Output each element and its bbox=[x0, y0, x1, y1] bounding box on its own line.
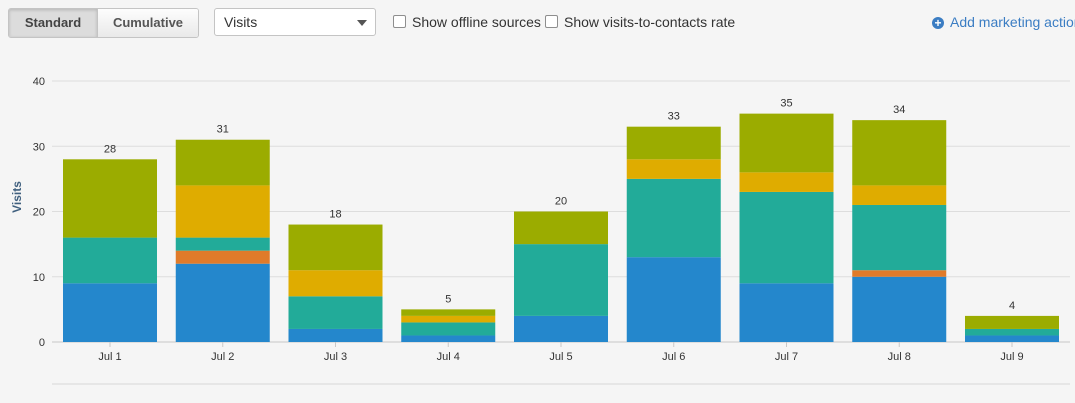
bar-segment[interactable] bbox=[63, 283, 157, 342]
bar-segment[interactable] bbox=[401, 335, 496, 342]
bar-segment[interactable] bbox=[175, 237, 270, 251]
bar-stack[interactable] bbox=[288, 224, 383, 342]
bar-total-label: 5 bbox=[445, 293, 451, 305]
bar-stack[interactable] bbox=[514, 211, 608, 343]
bar-total-label: 34 bbox=[893, 104, 905, 116]
bar-segment[interactable] bbox=[739, 191, 834, 284]
x-tick-label: Jul 6 bbox=[662, 351, 685, 363]
bar-segment[interactable] bbox=[626, 126, 721, 160]
bar-total-label: 20 bbox=[555, 196, 567, 208]
y-tick-label: 10 bbox=[33, 272, 45, 284]
show-rate-checkbox[interactable] bbox=[545, 15, 558, 28]
bar-total-label: 35 bbox=[780, 98, 792, 110]
bar-stack[interactable] bbox=[401, 309, 496, 342]
bar-segment[interactable] bbox=[288, 224, 383, 271]
bar-total-label: 31 bbox=[217, 124, 229, 136]
chart-toolbar: Standard Cumulative Visits Show offline … bbox=[0, 0, 1075, 48]
bar-segment[interactable] bbox=[514, 244, 608, 316]
x-tick-label: Jul 1 bbox=[98, 351, 121, 363]
y-tick-label: 20 bbox=[33, 207, 45, 219]
bar-segment[interactable] bbox=[401, 309, 496, 316]
x-tick-label: Jul 2 bbox=[211, 351, 234, 363]
plus-circle-icon: + bbox=[932, 17, 944, 29]
bar-segment[interactable] bbox=[852, 270, 947, 277]
metric-select[interactable]: Visits bbox=[214, 8, 376, 36]
bar-segment[interactable] bbox=[626, 257, 721, 342]
bar-segment[interactable] bbox=[739, 113, 834, 173]
add-marketing-action-label: Add marketing action bbox=[950, 14, 1075, 30]
bar-segment[interactable] bbox=[63, 237, 157, 284]
bar-segment[interactable] bbox=[514, 211, 608, 245]
view-toggle: Standard Cumulative bbox=[8, 8, 199, 38]
x-tick-label: Jul 3 bbox=[324, 351, 347, 363]
bar-segment[interactable] bbox=[965, 335, 1059, 342]
bar-total-label: 4 bbox=[1009, 300, 1015, 312]
y-tick-label: 40 bbox=[33, 76, 45, 88]
cumulative-button[interactable]: Cumulative bbox=[98, 9, 198, 37]
bar-stack[interactable] bbox=[626, 126, 721, 342]
x-tick-label: Jul 5 bbox=[549, 351, 572, 363]
bar-segment[interactable] bbox=[401, 315, 496, 323]
bar-segment[interactable] bbox=[175, 139, 270, 186]
standard-button[interactable]: Standard bbox=[9, 9, 98, 37]
show-offline-sources-checkbox[interactable] bbox=[393, 15, 406, 28]
bar-segment[interactable] bbox=[288, 270, 383, 297]
bar-segment[interactable] bbox=[852, 276, 947, 342]
bar-segment[interactable] bbox=[175, 250, 270, 264]
show-offline-sources-option[interactable]: Show offline sources bbox=[393, 13, 541, 31]
y-tick-label: 0 bbox=[39, 337, 45, 349]
bar-stack[interactable] bbox=[175, 139, 270, 342]
bar-segment[interactable] bbox=[288, 296, 383, 329]
add-marketing-action-link[interactable]: + Add marketing action bbox=[932, 13, 1075, 31]
bar-total-label: 33 bbox=[668, 111, 680, 123]
x-axis: Jul 1 Jul 2 Jul 3 Jul 4 Jul 5 Jul 6 Jul 7 Jul 8… bbox=[98, 342, 1024, 363]
bar-segment[interactable] bbox=[175, 185, 270, 238]
chart-bars bbox=[63, 113, 1059, 343]
x-tick-label: Jul 7 bbox=[775, 351, 798, 363]
bar-segment[interactable] bbox=[965, 315, 1059, 329]
bar-segment[interactable] bbox=[401, 322, 496, 336]
bar-segment[interactable] bbox=[514, 315, 608, 342]
bar-stack[interactable] bbox=[852, 120, 947, 342]
bar-segment[interactable] bbox=[626, 159, 721, 179]
bar-segment[interactable] bbox=[739, 172, 834, 192]
bar-segment[interactable] bbox=[288, 328, 383, 342]
bar-stack[interactable] bbox=[63, 159, 157, 342]
bar-stack[interactable] bbox=[739, 113, 834, 342]
bar-segment[interactable] bbox=[965, 328, 1059, 336]
metric-select-value: Visits bbox=[224, 14, 258, 30]
show-rate-label: Show visits-to-contacts rate bbox=[564, 14, 736, 30]
show-rate-option[interactable]: Show visits-to-contacts rate bbox=[545, 13, 735, 31]
caret-down-icon bbox=[357, 20, 367, 26]
bar-total-label: 18 bbox=[329, 209, 341, 221]
bar-total-labels: 28 31 18 5 20 33 35 34 4 bbox=[104, 98, 1015, 312]
y-tick-label: 30 bbox=[33, 141, 45, 153]
bar-segment[interactable] bbox=[852, 185, 947, 205]
y-axis: 0 10 20 30 40 bbox=[33, 76, 45, 349]
x-tick-label: Jul 9 bbox=[1000, 351, 1023, 363]
bar-stack[interactable] bbox=[965, 315, 1059, 342]
y-axis-label: Visits bbox=[10, 181, 24, 213]
x-tick-label: Jul 4 bbox=[437, 351, 460, 363]
bar-segment[interactable] bbox=[175, 263, 270, 342]
bar-segment[interactable] bbox=[852, 204, 947, 271]
bar-segment[interactable] bbox=[626, 178, 721, 258]
show-offline-sources-label: Show offline sources bbox=[412, 14, 541, 30]
bar-segment[interactable] bbox=[852, 120, 947, 186]
bar-segment[interactable] bbox=[739, 283, 834, 342]
bar-total-label: 28 bbox=[104, 143, 116, 155]
bar-segment[interactable] bbox=[63, 159, 157, 238]
x-tick-label: Jul 8 bbox=[888, 351, 911, 363]
